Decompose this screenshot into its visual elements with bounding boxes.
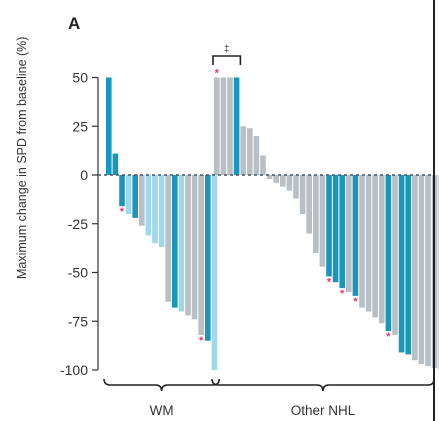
- bar: [313, 175, 319, 253]
- bar: [227, 77, 233, 175]
- bar: [211, 175, 218, 370]
- y-tick-label: -100: [60, 362, 88, 378]
- bar: [240, 126, 246, 175]
- annotation-bracket: [212, 55, 242, 65]
- significance-asterisk: *: [386, 331, 391, 343]
- panel-border: [433, 0, 435, 421]
- bar: [372, 175, 378, 318]
- bar: [220, 77, 227, 175]
- bar: [286, 175, 293, 191]
- y-tick-label: -75: [68, 313, 88, 329]
- significance-asterisk: *: [120, 206, 125, 218]
- bar: [132, 175, 138, 218]
- bar: [247, 128, 253, 175]
- bar: [392, 175, 398, 335]
- bar: [346, 175, 352, 292]
- bar: [319, 175, 326, 267]
- group-brace: [211, 378, 435, 392]
- bar: [198, 175, 204, 335]
- y-tick-label: 0: [80, 167, 88, 183]
- bar: [158, 175, 165, 248]
- bar: [145, 175, 152, 236]
- bar: [214, 77, 220, 175]
- group-brace: [103, 378, 220, 392]
- bar: [425, 175, 431, 367]
- bar: [172, 175, 178, 308]
- significance-asterisk: *: [215, 68, 220, 80]
- y-tick-label: 50: [72, 70, 88, 86]
- bar: [119, 175, 125, 207]
- significance-asterisk: *: [327, 276, 332, 288]
- bar: [191, 175, 198, 320]
- y-tick-label: -25: [68, 216, 88, 232]
- bar: [306, 175, 312, 234]
- bar: [339, 175, 345, 289]
- bar: [139, 175, 145, 226]
- bar: [152, 175, 158, 244]
- bar: [185, 175, 191, 316]
- bar: [352, 175, 359, 296]
- y-tick-label: -50: [68, 265, 88, 281]
- bar: [379, 175, 385, 324]
- panel-label: A: [68, 14, 81, 33]
- bar: [112, 153, 119, 175]
- bar: [233, 77, 240, 175]
- bar: [359, 175, 365, 308]
- bar: [260, 155, 266, 175]
- annotation-double-dagger: ‡: [224, 44, 230, 55]
- significance-asterisk: *: [340, 288, 345, 300]
- bar: [253, 136, 260, 175]
- bar: [125, 175, 132, 214]
- group-label: Other NHL: [291, 403, 356, 418]
- bar: [106, 77, 112, 175]
- bar: [326, 175, 332, 277]
- bar: [266, 175, 273, 179]
- bar: [299, 175, 306, 214]
- bar: [412, 175, 418, 361]
- bar: [405, 175, 411, 355]
- bar: [365, 175, 372, 312]
- bar: [385, 175, 392, 331]
- y-tick-label: 25: [72, 118, 88, 134]
- bar: [273, 175, 279, 183]
- bar: [418, 175, 425, 365]
- bar: [205, 175, 211, 341]
- bar: [178, 175, 185, 312]
- significance-asterisk: *: [353, 296, 358, 308]
- bar: [280, 175, 286, 187]
- bar: [398, 175, 405, 353]
- bar: [293, 175, 299, 199]
- bar: [332, 175, 339, 283]
- group-label: WM: [150, 403, 174, 418]
- significance-asterisk: *: [199, 335, 204, 347]
- bar: [165, 175, 171, 302]
